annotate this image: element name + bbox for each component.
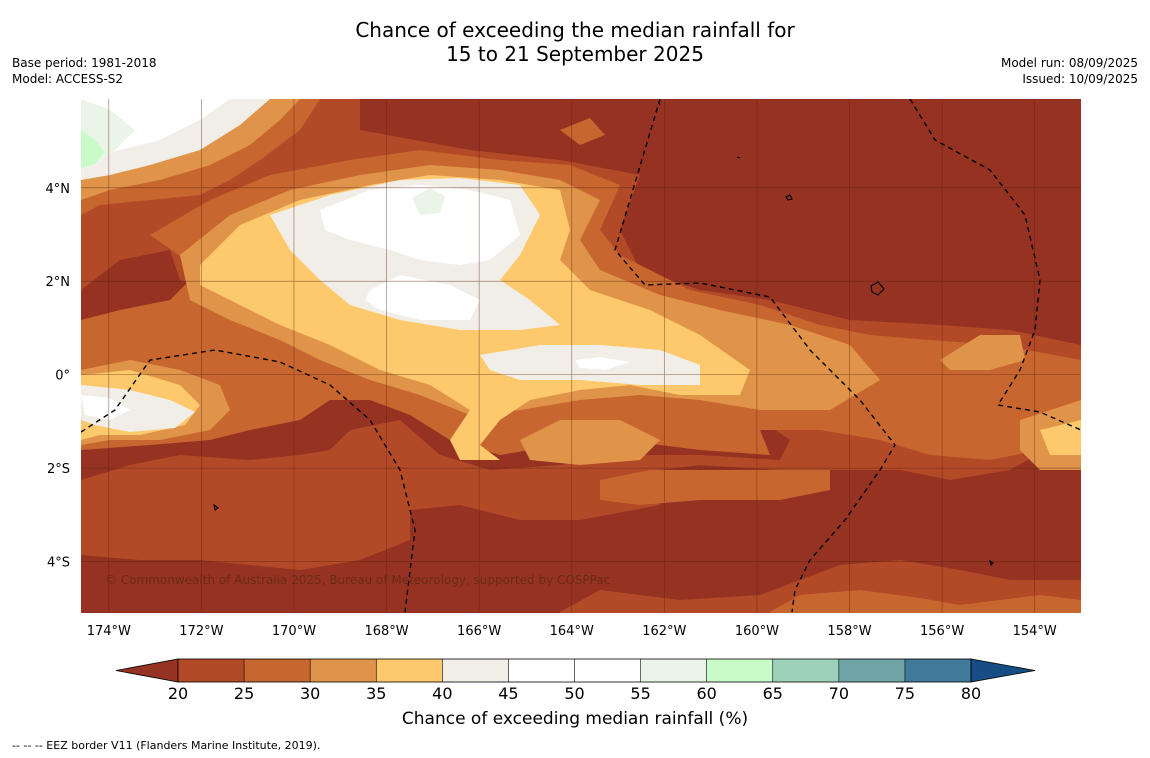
copyright-notice: © Commonwealth of Australia 2025, Bureau… (105, 573, 610, 587)
band-25-30-s (770, 590, 1081, 613)
island-1 (785, 194, 793, 201)
colorbar-tick-label: 35 (366, 684, 386, 703)
longitude-tick-label: 170°W (272, 624, 316, 639)
band-25-30-blob (560, 118, 605, 145)
colorbar-segment (442, 659, 509, 682)
longitude-tick-label: 168°W (364, 624, 408, 639)
meta-left: Base period: 1981-2018 Model: ACCESS-S2 (12, 55, 157, 87)
colorbar-tick-label: 30 (300, 684, 320, 703)
colorbar-over-triangle (970, 658, 1036, 683)
colorbar-tick-label: 60 (696, 684, 716, 703)
colorbar-segment (310, 659, 377, 682)
band-30-35-mid (520, 420, 660, 465)
latitude-tick-label: 4°S (47, 556, 70, 571)
colorbar-segment (640, 659, 707, 682)
model-text: Model: ACCESS-S2 (12, 72, 124, 86)
band-60-65-nw (81, 130, 105, 168)
band-35-40-e (1040, 420, 1081, 455)
band-45-55-b (365, 275, 480, 320)
eez-borders (81, 99, 1081, 613)
band-40-45-w (81, 385, 195, 432)
colorbar-tick-label: 20 (168, 684, 188, 703)
colorbar-under-triangle (115, 658, 179, 683)
island-2 (870, 281, 885, 296)
colorbar-tick-label: 55 (630, 684, 650, 703)
latitude-ticks: 4°N 2°N 0° 2°S 4°S (46, 182, 71, 571)
band-45-55-mid (575, 357, 630, 370)
colorbar-segment (244, 659, 311, 682)
model-run-text: Model run: 08/09/2025 (1000, 56, 1138, 70)
colorbar-tick-label: 75 (895, 684, 915, 703)
longitude-ticks: 174°W 172°W 170°W 168°W 166°W 164°W 162°W 160°W… (87, 624, 1057, 639)
colorbar-segment (904, 659, 971, 682)
longitude-tick-label: 158°W (827, 624, 871, 639)
colorbar-segment (508, 659, 575, 682)
rainfall-probability-field: © Commonwealth of Australia 2025, Bureau… (81, 99, 1081, 613)
issued-text: Issued: 10/09/2025 (1022, 72, 1138, 86)
band-45-55-w (81, 395, 130, 420)
colorbar-label: Chance of exceeding median rainfall (%) (401, 709, 749, 729)
latitude-tick-label: 0° (55, 369, 70, 384)
longitude-tick-label: 154°W (1013, 624, 1057, 639)
longitude-tick-label: 160°W (735, 624, 779, 639)
eez-border-cook (909, 99, 1081, 431)
map-title: Chance of exceeding the median rainfall … (0, 18, 1150, 66)
title-line-2: 15 to 21 September 2025 (446, 42, 704, 66)
eez-footnote: -- -- -- EEZ border V11 (Flanders Marine… (12, 739, 321, 752)
latitude-tick-label: 2°N (46, 275, 71, 290)
band-30-35-e (940, 335, 1025, 370)
island-4 (989, 559, 994, 567)
meta-right: Model run: 08/09/2025 Issued: 10/09/2025 (1001, 55, 1138, 87)
latitude-tick-label: 2°S (47, 462, 70, 477)
colorbar-segment (376, 659, 443, 682)
colorbar: 20 25 30 35 40 45 50 55 60 65 70 75 80 (115, 658, 1036, 703)
band-25-30-e (600, 470, 830, 505)
base-period-text: Base period: 1981-2018 (12, 56, 157, 70)
colorbar-segment (178, 659, 245, 682)
colorbar-tick-label: 50 (564, 684, 584, 703)
colorbar-tick-label: 70 (829, 684, 849, 703)
title-line-1: Chance of exceeding the median rainfall … (355, 18, 795, 42)
island-5 (736, 156, 741, 159)
longitude-tick-label: 172°W (179, 624, 223, 639)
latitude-tick-label: 4°N (46, 182, 71, 197)
colorbar-tick-label: 40 (432, 684, 452, 703)
colorbar-tick-label: 45 (498, 684, 518, 703)
colorbar-segment (772, 659, 839, 682)
band-20-25-se (560, 560, 1081, 613)
band-45-55-main (320, 185, 520, 265)
longitude-tick-label: 174°W (87, 624, 131, 639)
island-6 (658, 102, 661, 106)
longitude-tick-label: 162°W (642, 624, 686, 639)
colorbar-tick-label: 80 (961, 684, 981, 703)
eez-border-samoa-tokelau (614, 99, 896, 613)
graticule (81, 99, 1081, 613)
longitude-tick-label: 164°W (550, 624, 594, 639)
islands (213, 102, 994, 567)
band-55-60-a (412, 188, 445, 215)
longitude-tick-label: 156°W (920, 624, 964, 639)
longitude-tick-label: 166°W (457, 624, 501, 639)
colorbar-segment (838, 659, 905, 682)
colorbar-segment (706, 659, 773, 682)
island-3 (213, 503, 219, 511)
colorbar-tick-label: 65 (763, 684, 783, 703)
colorbar-segment (574, 659, 641, 682)
colorbar-tick-label: 25 (234, 684, 254, 703)
